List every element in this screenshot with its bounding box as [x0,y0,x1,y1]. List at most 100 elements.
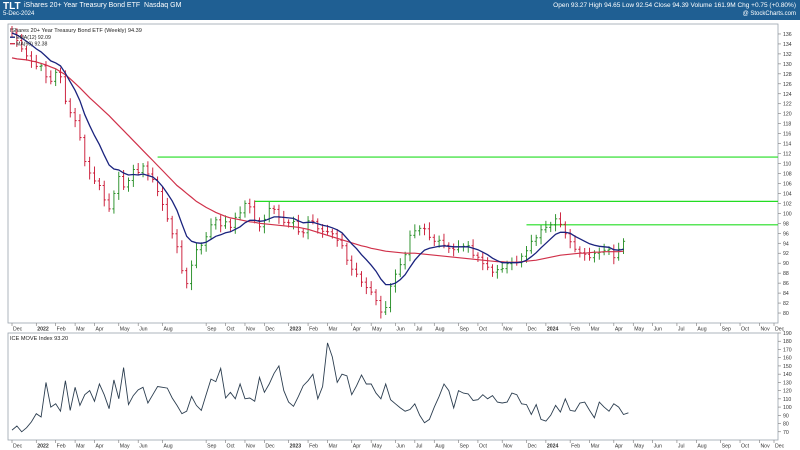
price-bar [228,218,233,233]
price-bar [393,269,398,293]
move-panel-title: ICE MOVE Index 93.20 [10,336,68,342]
price-bar [495,264,499,279]
price-x-tick-label: Nov [246,327,256,333]
price-y-tick-label: 92 [783,251,789,257]
move-x-tick-label: Dec [527,444,537,450]
price-bar [73,107,77,128]
price-bar [427,222,432,241]
move-x-tick-label: 2024 [547,444,559,450]
move-x-tick-label: May [634,444,644,450]
price-y-tick-label: 128 [783,72,792,78]
price-bar [553,214,558,232]
move-x-tick-label: Feb [571,444,580,450]
price-x-tick-label: Nov [503,327,513,333]
move-y-tick-label: 130 [783,380,792,386]
price-bar [83,134,87,167]
price-bar [544,220,548,233]
price-bar [379,295,383,319]
security-name-text: iShares 20+ Year Treasury Bond ETF [24,2,141,9]
move-x-tick-label: Jul [678,444,685,450]
price-bar [170,215,174,239]
price-bar [68,98,72,118]
price-bar [24,45,29,61]
price-bar [165,197,169,222]
price-bar [563,221,567,239]
price-bar [248,198,252,214]
price-x-tick-label: Jul [678,327,685,333]
price-bar [223,215,228,229]
price-x-tick-label: May [120,327,130,333]
move-x-tick-label: Oct [227,444,236,450]
price-y-tick-label: 94 [783,241,789,247]
move-x-tick-label: Apr [96,444,104,450]
price-y-tick-label: 82 [783,301,789,307]
price-bar [549,221,553,233]
price-bar [486,257,490,271]
move-x-tick-label: Sep [722,444,731,450]
price-y-tick-label: 84 [783,291,789,297]
price-bar [136,163,140,176]
price-x-tick-label: Aug [163,327,172,333]
move-x-tick-label: 2022 [37,444,49,450]
price-bar [500,262,504,273]
price-x-tick-label: Jun [654,327,662,333]
price-y-tick-label: 102 [783,201,792,207]
price-bar [374,289,378,306]
price-bar [243,200,247,218]
price-y-tick-label: 108 [783,172,792,178]
price-bar [422,223,427,236]
move-y-tick-label: 180 [783,339,792,345]
chart-header: TLT iShares 20+ Year Treasury Bond ETF N… [0,0,800,20]
exchange-label: Nasdaq GM [144,2,182,9]
price-x-tick-label: Oct [479,327,488,333]
price-y-tick-label: 134 [783,42,792,48]
price-bar [403,251,407,270]
price-x-tick-label: Aug [697,327,706,333]
price-y-tick-label: 106 [783,181,792,187]
price-bar [359,271,364,287]
price-plot-area [7,23,779,324]
price-x-tick-label: Mar [76,327,85,333]
chart-date: 5-Dec-2024 [3,11,35,17]
price-y-tick-label: 132 [783,52,792,58]
price-bar [388,283,393,313]
price-bar [107,193,111,212]
price-y-tick-label: 122 [783,102,792,108]
price-bar [102,180,106,207]
move-x-tick-label: Dec [775,444,785,450]
price-x-tick-label: 2024 [547,327,559,333]
price-x-tick-label: Jul [416,327,423,333]
move-x-tick-label: Oct [479,444,488,450]
price-bar [321,224,325,238]
move-y-tick-label: 100 [783,405,792,411]
price-y-tick-label: 98 [783,221,789,227]
price-bar [54,69,58,87]
price-panel: 80 82 84 86 88 90 92 94 96 98 100 102 104 106 108 110 11… [7,23,792,333]
legend-entry: MA(50) 92.38 [16,42,48,48]
price-bar [301,228,305,238]
move-y-tick-label: 90 [783,413,789,419]
price-bar [219,215,223,233]
price-bar [189,260,194,291]
move-x-tick-label: Nov [503,444,513,450]
price-x-tick-label: Apr [353,327,361,333]
price-bar [447,242,451,253]
price-x-tick-label: Mar [591,327,600,333]
move-y-tick-label: 170 [783,347,792,353]
move-x-tick-label: Mar [591,444,600,450]
move-y-tick-label: 70 [783,430,789,436]
price-bar [88,156,92,180]
price-bar [539,225,543,245]
price-bar [126,177,131,192]
price-x-tick-label: Sep [722,327,731,333]
price-y-tick-label: 114 [783,142,791,148]
price-bar [146,161,150,181]
price-x-tick-label: Apr [96,327,104,333]
price-x-tick-label: 2022 [37,327,49,333]
move-x-tick-label: Feb [309,444,318,450]
price-x-tick-label: Oct [227,327,236,333]
price-bar [117,171,121,200]
move-x-tick-label: Jun [139,444,147,450]
price-bar [63,70,67,105]
